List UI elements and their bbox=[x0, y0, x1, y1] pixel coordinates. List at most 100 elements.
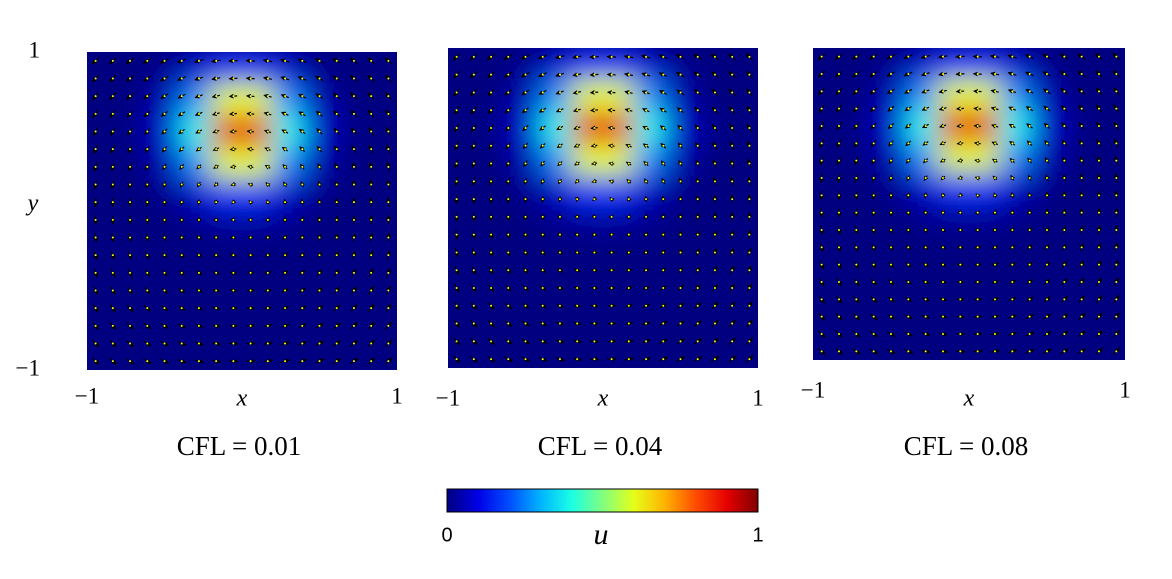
grid-node bbox=[696, 144, 699, 147]
grid-node bbox=[924, 55, 927, 58]
grid-node bbox=[180, 130, 183, 133]
heatmap-cell bbox=[695, 111, 728, 145]
grid-node bbox=[1098, 281, 1100, 283]
heatmap-cell bbox=[179, 274, 212, 307]
grid-node bbox=[748, 287, 751, 289]
grid-node bbox=[1011, 315, 1014, 318]
grid-node bbox=[94, 271, 97, 274]
grid-node bbox=[576, 304, 579, 307]
grid-node bbox=[215, 307, 218, 310]
heatmap-cell bbox=[478, 48, 511, 81]
grid-node bbox=[838, 159, 840, 162]
grid-node bbox=[1011, 281, 1014, 283]
grid-node bbox=[1063, 333, 1066, 335]
grid-node bbox=[748, 144, 751, 147]
grid-node bbox=[146, 342, 149, 345]
grid-node bbox=[748, 269, 751, 272]
grid-node bbox=[490, 287, 493, 289]
heatmap-cell bbox=[906, 265, 939, 299]
grid-node bbox=[1098, 159, 1100, 162]
grid-node bbox=[370, 59, 373, 62]
grid-node bbox=[907, 211, 910, 214]
grid-node bbox=[301, 130, 304, 133]
grid-node bbox=[507, 304, 510, 307]
grid-node bbox=[1011, 211, 1014, 214]
grid-node bbox=[593, 233, 596, 236]
grid-node bbox=[558, 198, 561, 201]
grid-node bbox=[318, 130, 321, 133]
grid-node bbox=[907, 55, 910, 58]
grid-node bbox=[507, 73, 510, 76]
grid-node bbox=[490, 55, 493, 58]
grid-node bbox=[713, 127, 716, 129]
grid-node bbox=[576, 215, 579, 218]
grid-node bbox=[576, 127, 579, 129]
grid-node bbox=[455, 55, 458, 58]
heatmap-cell bbox=[571, 303, 604, 337]
grid-node bbox=[335, 342, 338, 345]
panel-caption: CFL = 0.01 bbox=[177, 431, 302, 461]
grid-node bbox=[942, 298, 944, 301]
grid-node bbox=[696, 251, 699, 254]
grid-node bbox=[541, 251, 544, 254]
grid-node bbox=[627, 304, 630, 307]
grid-node bbox=[1011, 107, 1014, 110]
grid-node bbox=[890, 90, 892, 93]
grid-node bbox=[1098, 298, 1100, 301]
grid-node bbox=[679, 340, 682, 343]
heatmap-cell bbox=[695, 48, 728, 81]
heatmap-cell bbox=[906, 234, 939, 267]
heatmap-cell bbox=[813, 203, 845, 236]
heatmap-cell bbox=[148, 242, 181, 276]
grid-node bbox=[1028, 263, 1031, 266]
grid-node bbox=[111, 236, 114, 239]
heatmap-cell bbox=[540, 303, 573, 337]
grid-node bbox=[507, 180, 510, 183]
grid-node bbox=[558, 304, 561, 307]
grid-node bbox=[713, 358, 716, 361]
grid-node bbox=[370, 148, 373, 151]
grid-node bbox=[266, 59, 269, 62]
grid-node bbox=[959, 159, 962, 162]
grid-node bbox=[645, 251, 648, 254]
grid-node bbox=[490, 304, 493, 307]
grid-node bbox=[1115, 350, 1118, 353]
grid-node bbox=[820, 55, 823, 58]
grid-node bbox=[838, 177, 840, 179]
grid-node bbox=[679, 73, 682, 76]
grid-node bbox=[507, 162, 510, 165]
grid-node bbox=[335, 236, 338, 239]
grid-node bbox=[662, 322, 665, 325]
heatmap-cell bbox=[571, 48, 604, 81]
heatmap-cell bbox=[365, 305, 397, 339]
heatmap-cell bbox=[478, 175, 511, 209]
grid-node bbox=[352, 77, 355, 80]
grid-node bbox=[1028, 194, 1031, 197]
grid-node bbox=[266, 77, 269, 80]
grid-node bbox=[352, 342, 355, 345]
grid-node bbox=[215, 254, 218, 257]
heatmap-cell bbox=[478, 303, 511, 337]
grid-node bbox=[576, 109, 579, 112]
heatmap-cell bbox=[571, 335, 604, 368]
grid-node bbox=[924, 125, 927, 127]
grid-node bbox=[558, 109, 561, 112]
grid-node bbox=[1046, 177, 1048, 179]
grid-node bbox=[731, 233, 734, 236]
grid-node bbox=[1063, 125, 1066, 127]
grid-node bbox=[679, 358, 682, 361]
grid-node bbox=[524, 198, 527, 201]
grid-node bbox=[387, 236, 390, 239]
grid-node bbox=[180, 271, 183, 274]
grid-node bbox=[111, 130, 114, 133]
grid-node bbox=[472, 287, 475, 289]
grid-node bbox=[959, 263, 962, 266]
grid-node bbox=[855, 55, 858, 58]
grid-node bbox=[838, 229, 840, 231]
grid-node bbox=[610, 127, 613, 129]
grid-node bbox=[1046, 298, 1048, 301]
grid-node bbox=[541, 180, 544, 183]
grid-node bbox=[593, 340, 596, 343]
grid-node bbox=[455, 269, 458, 272]
grid-node bbox=[111, 112, 114, 115]
